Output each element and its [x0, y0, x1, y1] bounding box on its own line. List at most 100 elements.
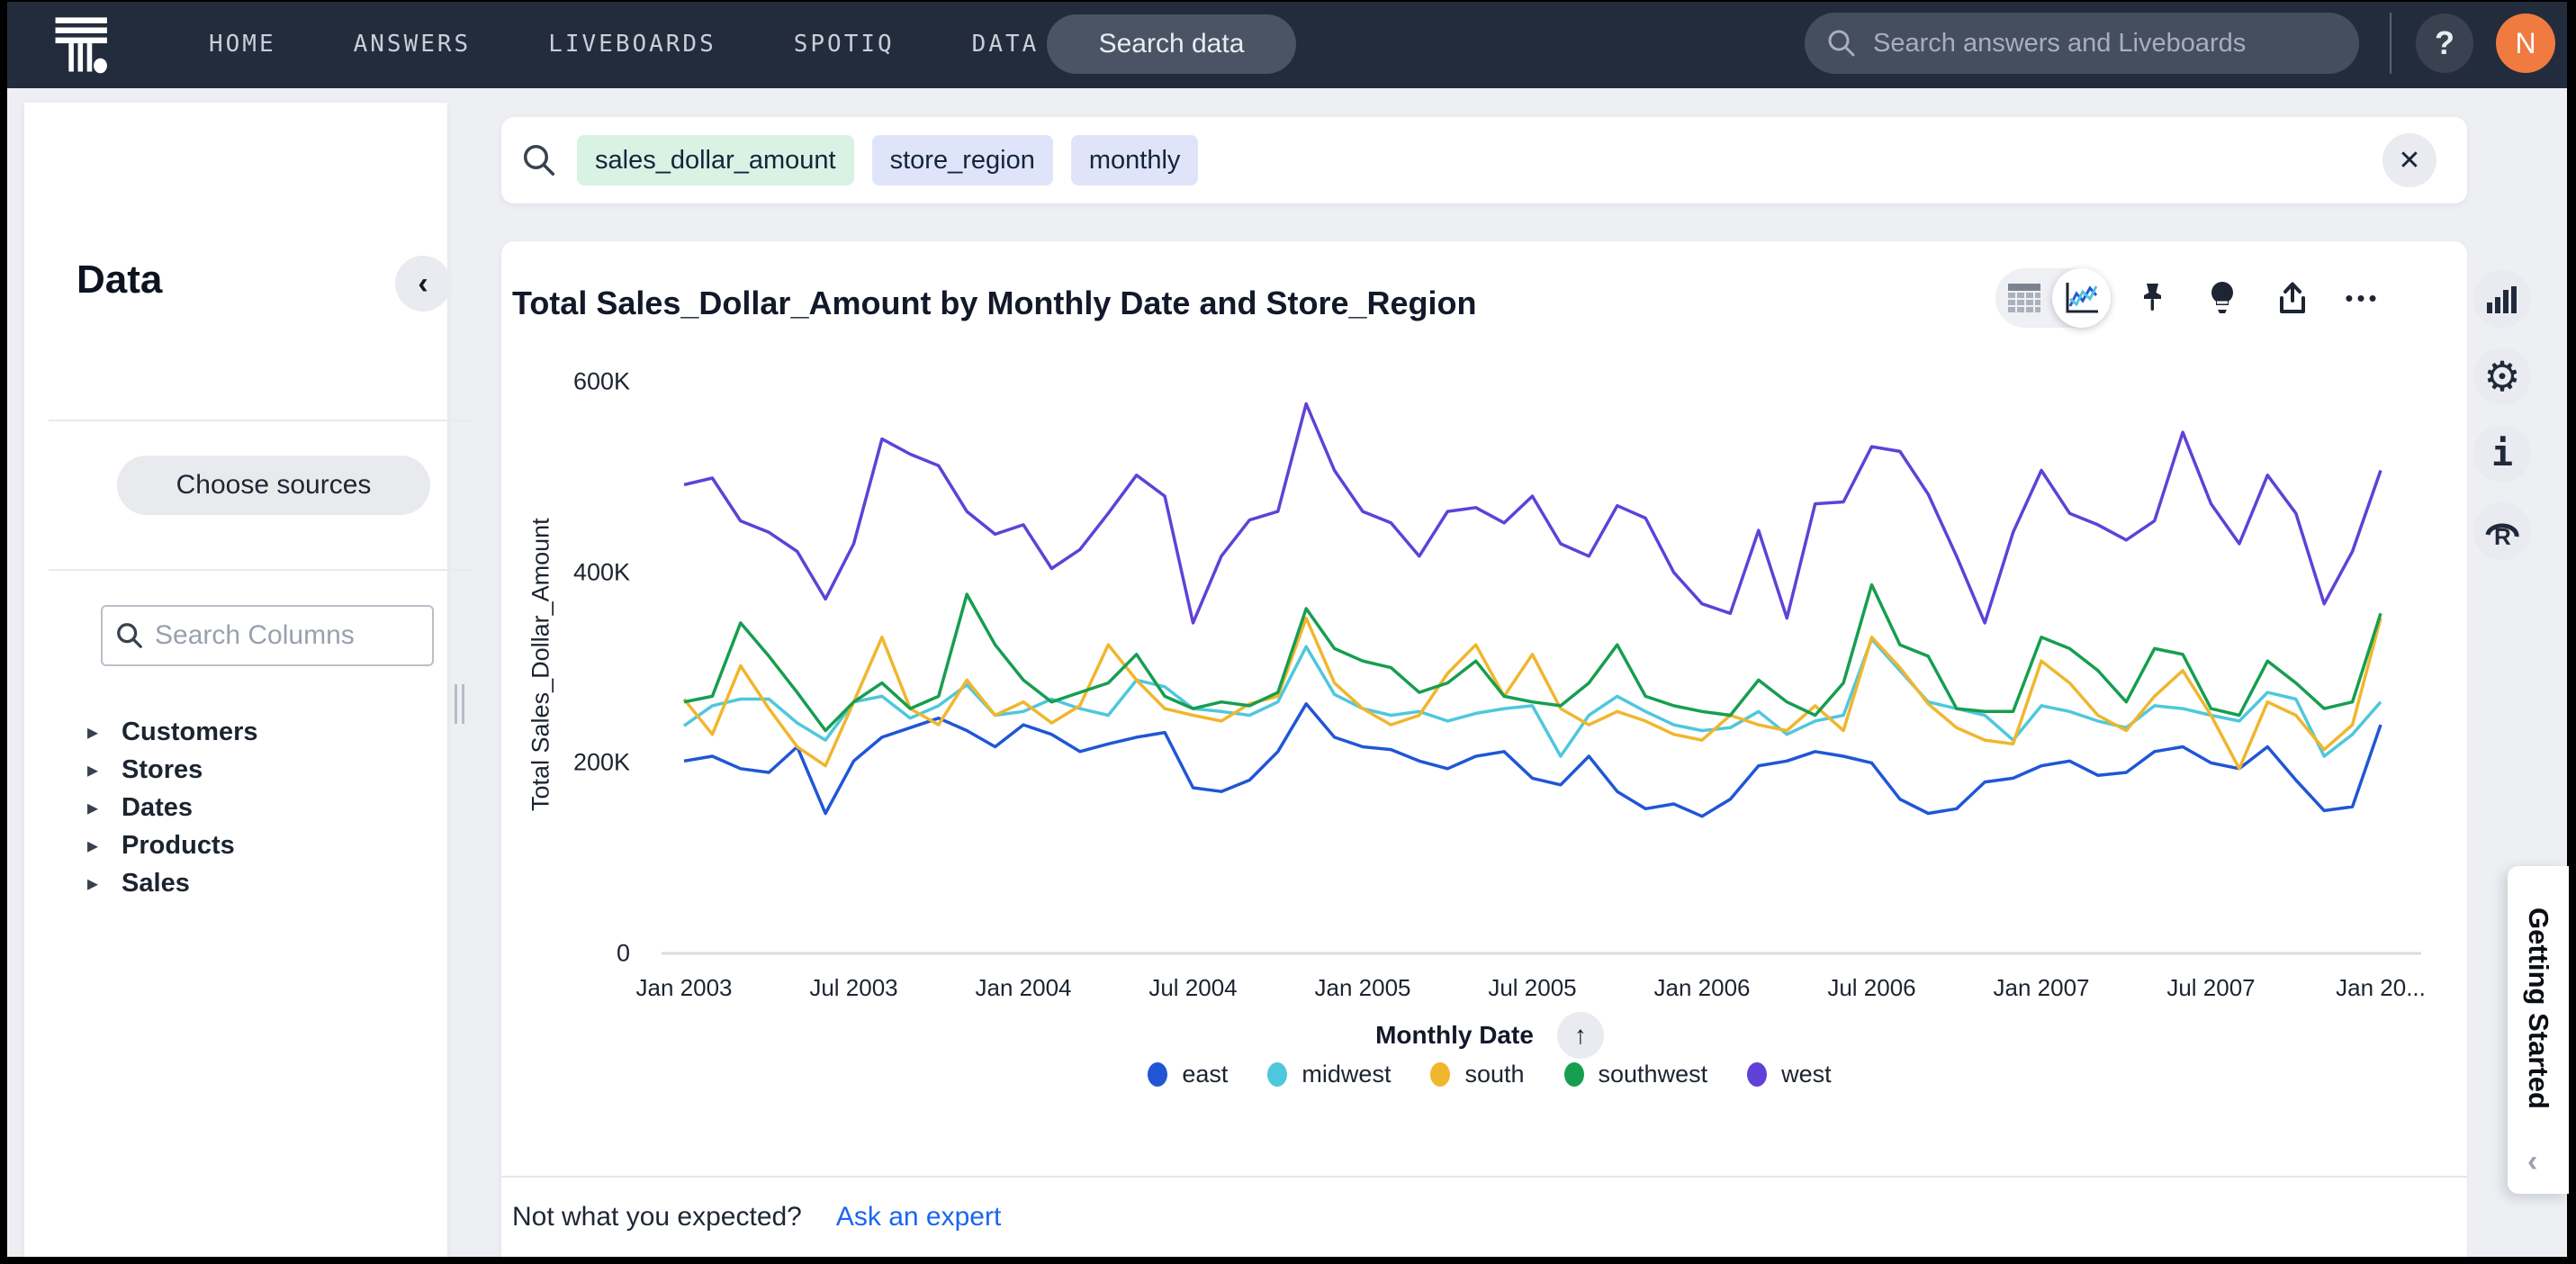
chart-view-button[interactable] [2052, 268, 2111, 328]
search-data-button[interactable]: Search data [1047, 14, 1296, 74]
line-chart-plot[interactable] [662, 378, 2421, 959]
nav-item-home[interactable]: HOME [209, 31, 276, 58]
legend-dot [1564, 1062, 1584, 1087]
thoughtspot-logo-icon[interactable] [50, 11, 117, 77]
frame-edge [0, 0, 7, 1264]
r-analysis-button[interactable]: R [2473, 502, 2531, 560]
sidebar-item-stores[interactable]: ▸ Stores [87, 751, 258, 789]
spotiq-insights-button[interactable] [2193, 269, 2251, 327]
help-button[interactable]: ? [2416, 14, 2473, 73]
y-tick-label: 400K [504, 558, 630, 586]
legend-dot [1430, 1062, 1450, 1087]
ask-an-expert-link[interactable]: Ask an expert [836, 1202, 1001, 1232]
legend-dot [1148, 1062, 1167, 1087]
legend-dot [1747, 1062, 1767, 1087]
column-search-input[interactable] [155, 620, 419, 651]
search-icon [1826, 28, 1857, 59]
x-tick-label: Jan 2003 [603, 974, 765, 1002]
sidebar-item-customers[interactable]: ▸ Customers [87, 713, 258, 751]
legend-label: east [1182, 1061, 1228, 1088]
pin-button[interactable] [2123, 269, 2181, 327]
chevron-left-icon: ‹ [418, 266, 428, 302]
x-axis-title: Monthly Date [1375, 1021, 1534, 1050]
sidebar-collapse-button[interactable]: ‹ [395, 256, 451, 311]
x-tick-label: Jul 2004 [1112, 974, 1274, 1002]
global-search[interactable] [1805, 13, 2359, 74]
chart-type-button[interactable] [2473, 270, 2531, 328]
top-nav: HOME ANSWERS LIVEBOARDS SPOTIQ DATA Search d… [0, 0, 2576, 88]
answer-card: Total Sales_Dollar_Amount by Monthly Dat… [501, 241, 2467, 1257]
series-line-west[interactable] [684, 404, 2381, 623]
y-axis-title: Total Sales_Dollar_Amount [523, 378, 559, 951]
screenshot-stage: HOME ANSWERS LIVEBOARDS SPOTIQ DATA Search d… [0, 0, 2576, 1264]
x-tick-label: Jan 20... [2300, 974, 2462, 1002]
view-toggle [1995, 268, 2111, 328]
table-icon [2006, 282, 2042, 314]
y-tick-label: 0 [504, 940, 630, 968]
tree-item-label: Customers [122, 718, 258, 747]
caret-right-icon[interactable]: ▸ [87, 757, 98, 783]
nav-menu: HOME ANSWERS LIVEBOARDS SPOTIQ DATA [209, 0, 1039, 88]
sidebar-item-sales[interactable]: ▸ Sales [87, 864, 258, 902]
nav-item-answers[interactable]: ANSWERS [354, 31, 472, 58]
tree-item-label: Sales [122, 869, 190, 898]
share-icon [2274, 279, 2310, 317]
info-icon: i [2491, 433, 2513, 474]
caret-right-icon[interactable]: ▸ [87, 795, 98, 821]
clear-search-button[interactable]: ✕ [2382, 133, 2436, 187]
sort-axis-button[interactable]: ↑ [1557, 1012, 1604, 1059]
x-tick-label: Jul 2007 [2130, 974, 2292, 1002]
nav-item-liveboards[interactable]: LIVEBOARDS [548, 31, 716, 58]
svg-text:R: R [2494, 523, 2511, 547]
series-line-east[interactable] [684, 704, 2381, 817]
chart-config-button[interactable]: ⚙ [2473, 348, 2531, 405]
legend-label: southwest [1599, 1061, 1708, 1088]
search-icon [115, 621, 144, 650]
ellipsis-icon: ••• [2345, 284, 2380, 312]
search-token-sales_dollar_amount[interactable]: sales_dollar_amount [577, 135, 854, 185]
search-token-monthly[interactable]: monthly [1071, 135, 1199, 185]
legend-label: west [1781, 1061, 1832, 1088]
nav-divider [2390, 13, 2391, 74]
y-tick-label: 200K [504, 749, 630, 777]
legend-label: south [1464, 1061, 1524, 1088]
tree-item-label: Dates [122, 793, 193, 823]
search-token-row: sales_dollar_amount store_region monthly [577, 135, 1198, 185]
legend-label: midwest [1302, 1061, 1391, 1088]
answer-footer: Not what you expected? Ask an expert [501, 1176, 2467, 1257]
legend-item-west[interactable]: west [1747, 1061, 1832, 1088]
more-actions-button[interactable]: ••• [2334, 269, 2391, 327]
caret-right-icon[interactable]: ▸ [87, 833, 98, 859]
x-tick-label: Jan 2004 [942, 974, 1104, 1002]
sidebar-title: Data [77, 257, 162, 302]
details-button[interactable]: i [2473, 425, 2531, 483]
close-icon: ✕ [2398, 145, 2420, 176]
nav-item-spotiq[interactable]: SPOTIQ [794, 31, 895, 58]
legend-item-midwest[interactable]: midwest [1267, 1061, 1391, 1088]
legend-item-southwest[interactable]: southwest [1564, 1061, 1708, 1088]
nav-item-data[interactable]: DATA [972, 31, 1040, 58]
table-view-button[interactable] [1995, 268, 2052, 328]
sidebar-resize-handle[interactable] [455, 684, 467, 724]
caret-right-icon[interactable]: ▸ [87, 871, 98, 897]
legend-item-south[interactable]: south [1430, 1061, 1524, 1088]
search-token-store_region[interactable]: store_region [872, 135, 1053, 185]
frame-edge [0, 1257, 2576, 1264]
tree-item-label: Stores [122, 755, 203, 785]
bar-chart-icon [2485, 283, 2519, 315]
getting-started-tab[interactable]: Getting Started ‹ [2508, 866, 2569, 1194]
sidebar-item-dates[interactable]: ▸ Dates [87, 789, 258, 826]
sidebar-item-products[interactable]: ▸Products [87, 826, 258, 864]
x-axis-title-row: Monthly Date ↑ [662, 1012, 2318, 1059]
share-button[interactable] [2264, 269, 2321, 327]
choose-sources-button[interactable]: Choose sources [117, 456, 430, 515]
footer-question: Not what you expected? [512, 1202, 802, 1232]
global-search-input[interactable] [1873, 29, 2337, 59]
app-window: HOME ANSWERS LIVEBOARDS SPOTIQ DATA Search d… [0, 0, 2576, 1264]
user-avatar[interactable]: N [2496, 14, 2555, 73]
legend-item-east[interactable]: east [1148, 1061, 1228, 1088]
x-tick-label: Jan 2005 [1282, 974, 1444, 1002]
x-tick-label: Jul 2005 [1452, 974, 1614, 1002]
caret-right-icon[interactable]: ▸ [87, 719, 98, 745]
column-search[interactable] [101, 605, 434, 666]
